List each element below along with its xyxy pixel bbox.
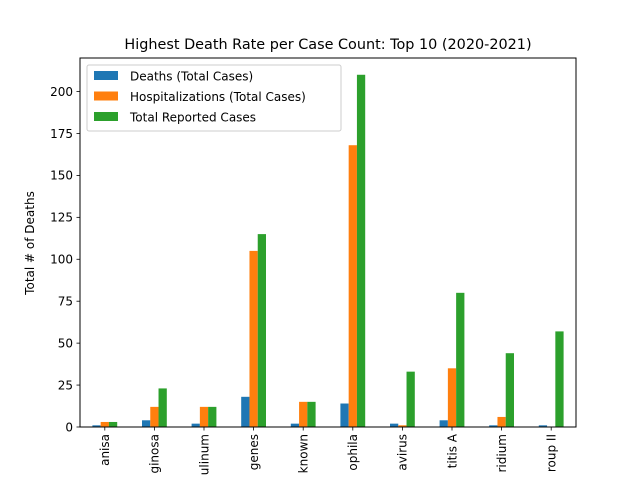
bar-1-4 [241, 396, 250, 427]
y-tick-label: 50 [58, 336, 73, 350]
x-tick-label: ulinum [197, 434, 211, 475]
x-tick-label: genes [247, 434, 261, 470]
bar-3-1 [108, 421, 118, 427]
legend-label: Total Reported Cases [129, 111, 256, 125]
bar-3-10 [555, 331, 564, 427]
y-tick-label: 125 [50, 211, 73, 225]
chart-title: Highest Death Rate per Case Count: Top 1… [124, 37, 531, 53]
bar-1-3 [191, 423, 200, 427]
bar-1-5 [290, 423, 300, 427]
x-axis: anisa ginosa ulinum genes known ophila avirus t… [98, 427, 559, 475]
y-tick-label: 100 [50, 253, 73, 267]
bar-3-2 [158, 388, 167, 427]
bar-3-3 [208, 406, 217, 427]
legend-swatch [94, 71, 118, 80]
x-tick-label: anisa [98, 434, 112, 466]
legend-label: Hospitalizations (Total Cases) [130, 90, 306, 104]
bar-3-6 [356, 74, 366, 428]
y-tick-label: 75 [58, 295, 73, 309]
x-tick-label: ginosa [148, 434, 162, 474]
bar-1-8 [439, 420, 448, 427]
y-tick-label: 175 [50, 127, 73, 141]
bar-2-6 [348, 145, 357, 427]
bar-3-8 [456, 292, 465, 427]
x-tick-label: ridium [495, 434, 509, 473]
x-tick-label: roup II [545, 434, 559, 472]
bar-1-10 [538, 425, 548, 427]
bar-2-1 [100, 421, 109, 427]
bar-2-3 [199, 406, 209, 427]
y-tick-label: 200 [50, 85, 73, 99]
x-tick-label: ophila [346, 434, 360, 471]
bar-3-4 [257, 234, 266, 427]
bar-1-2 [142, 420, 151, 427]
legend-swatch [94, 91, 118, 101]
y-tick-label: 25 [58, 378, 73, 392]
y-tick-label: 150 [50, 169, 73, 183]
y-axis-label: Total # of Deaths [23, 191, 37, 296]
bar-3-7 [406, 371, 415, 427]
bar-1-1 [92, 425, 101, 427]
bar-3-9 [505, 353, 514, 427]
bar-2-4 [249, 250, 258, 427]
plot-frame [79, 57, 577, 428]
y-tick-label: 0 [65, 420, 73, 434]
x-tick-label: known [297, 434, 311, 473]
bar-2-9 [497, 416, 506, 427]
y-axis: 0 25 50 75 100 125 150 175 200 [50, 85, 80, 434]
x-tick-label: titis A [445, 433, 459, 468]
bar-2-7 [398, 425, 407, 427]
legend-label: Deaths (Total Cases) [130, 70, 253, 84]
bar-3-5 [307, 401, 316, 427]
bar-1-9 [489, 425, 498, 427]
bar-2-2 [150, 406, 159, 427]
bar-2-5 [299, 401, 308, 427]
bars [92, 74, 564, 428]
legend: Deaths (Total Cases) Hospitalizations (To… [86, 64, 342, 132]
bar-1-6 [340, 403, 349, 427]
bar-2-8 [447, 368, 457, 427]
x-tick-label: avirus [396, 434, 410, 471]
bar-1-7 [390, 423, 399, 427]
legend-swatch [94, 112, 118, 121]
legend-box [86, 64, 342, 132]
